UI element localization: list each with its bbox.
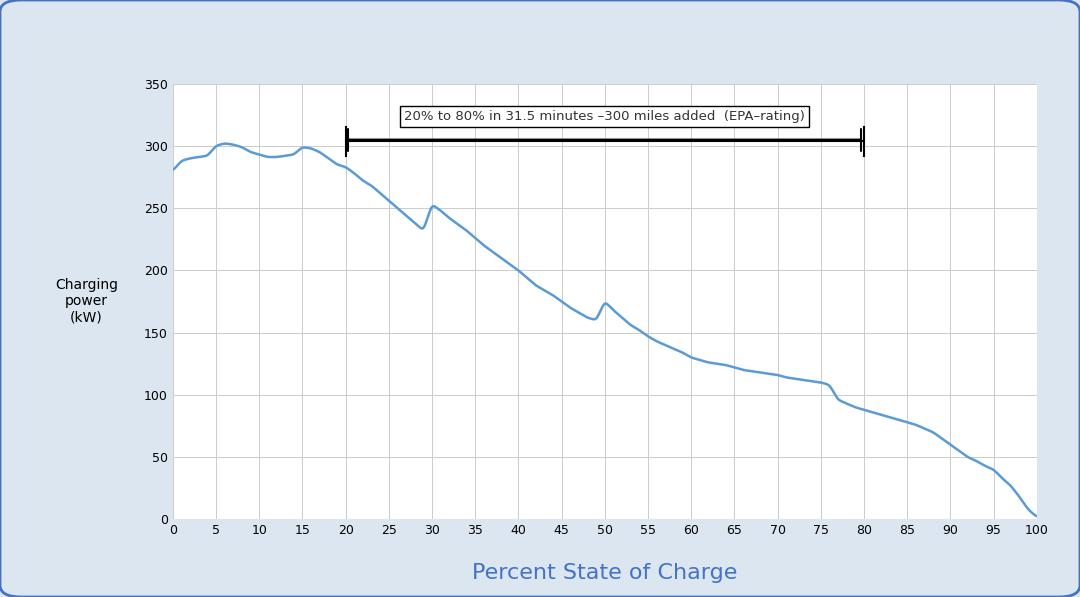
- Text: 20% to 80% in 31.5 minutes –300 miles added  (EPA–rating): 20% to 80% in 31.5 minutes –300 miles ad…: [404, 110, 806, 124]
- Text: Percent State of Charge: Percent State of Charge: [472, 563, 738, 583]
- Y-axis label: Charging
power
(kW): Charging power (kW): [55, 278, 118, 325]
